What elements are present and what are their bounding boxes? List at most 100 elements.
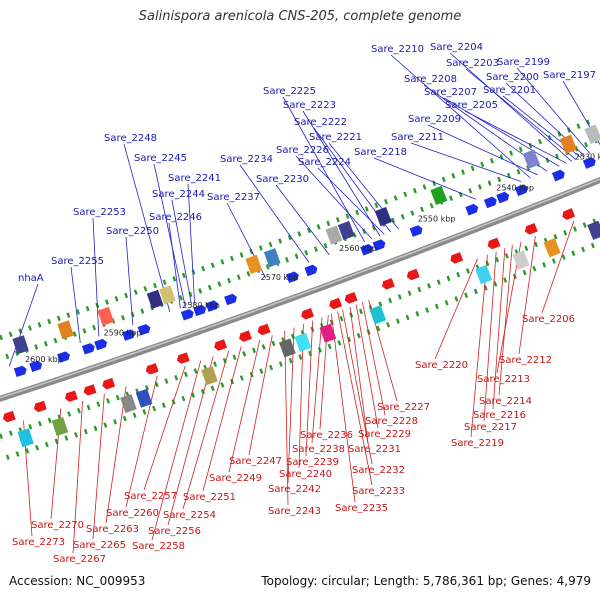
gene-arrow — [514, 184, 528, 197]
leader-line — [305, 320, 314, 457]
leader-line — [342, 309, 373, 465]
guide-dot — [28, 424, 33, 430]
gene-label: Sare_2207 — [424, 87, 477, 98]
gene-box — [559, 134, 577, 154]
guide-dot — [191, 269, 196, 275]
guide-dot — [532, 265, 537, 272]
guide-dot — [261, 344, 266, 350]
gene-label: Sare_2221 — [309, 132, 362, 143]
tick-dots-layer — [0, 119, 598, 460]
gene-arrow — [13, 365, 27, 378]
guide-dot — [130, 311, 135, 318]
guide-dot — [586, 119, 591, 126]
gene-arrow — [176, 352, 190, 364]
guide-dot — [384, 198, 388, 205]
guide-dot — [43, 340, 48, 347]
guide-dot — [542, 262, 547, 268]
gene-label: Sare_2211 — [391, 132, 444, 143]
leader-line — [295, 155, 373, 240]
guide-dot — [113, 419, 118, 425]
guide-dot — [526, 165, 531, 171]
gene-arrow — [239, 330, 252, 342]
guide-dot — [378, 301, 383, 307]
gene-arrow — [205, 300, 219, 312]
guide-dot — [461, 169, 465, 175]
gene-label: Sare_2255 — [51, 256, 104, 267]
gene-arrow — [57, 351, 70, 363]
leader-line — [337, 311, 373, 486]
guide-dot — [376, 325, 381, 332]
guide-dot — [47, 318, 52, 325]
leader-line — [470, 254, 488, 438]
gene-label: Sare_2251 — [183, 492, 236, 503]
guide-dot — [35, 444, 40, 451]
gene-label: Sare_2213 — [477, 374, 530, 385]
guide-dot — [337, 340, 342, 346]
guide-dot — [44, 441, 49, 448]
leader-line — [311, 317, 323, 444]
guide-dot — [210, 262, 215, 269]
guide-dot — [386, 322, 391, 328]
gene-box — [325, 225, 343, 245]
leader-line — [302, 110, 381, 237]
leader-line — [498, 245, 513, 396]
guide-dot — [114, 296, 119, 302]
guide-dot — [278, 361, 283, 367]
guide-dot — [82, 328, 87, 334]
gene-label: Sare_2227 — [377, 402, 430, 413]
gene-arrow — [224, 293, 237, 306]
leader-line — [248, 335, 273, 456]
gene-box — [374, 206, 392, 227]
guide-dot — [239, 375, 244, 381]
topology-label: Topology: circular; Length: 5,786,361 bp… — [261, 574, 591, 588]
page-title: Salinispora arenicola CNS-205, complete … — [138, 9, 462, 24]
gene-box — [57, 320, 74, 340]
guide-dot — [417, 286, 422, 293]
guide-dot — [230, 255, 234, 262]
gene-label: Sare_2222 — [294, 117, 347, 128]
guide-dot — [92, 324, 97, 331]
guide-dot — [516, 169, 521, 175]
leader-line — [349, 306, 369, 444]
gene-arrow — [94, 338, 108, 351]
guide-dot — [258, 245, 263, 251]
guide-dot — [326, 220, 331, 227]
gene-box — [369, 305, 387, 325]
leader-line — [70, 266, 81, 343]
gene-label: Sare_2206 — [522, 314, 575, 325]
gene-arrow — [372, 239, 386, 251]
guide-dot — [294, 253, 299, 260]
gene-label: Sare_2250 — [106, 226, 159, 237]
leader-line — [410, 142, 522, 182]
gene-label: Sare_2205 — [445, 100, 498, 111]
guide-dot — [5, 353, 10, 360]
gene-layer — [2, 124, 600, 448]
guide-dot — [210, 385, 215, 392]
leader-line — [168, 222, 181, 309]
guide-dot — [103, 422, 108, 428]
gene-label: Sare_2246 — [149, 212, 202, 223]
gene-label: Sare_2254 — [163, 510, 216, 521]
leader-line — [123, 143, 171, 313]
guide-dot — [480, 161, 485, 168]
kbp-label: 2550 kbp — [418, 214, 456, 223]
guide-dot — [34, 344, 39, 350]
gene-arrow — [465, 203, 479, 216]
gene-label: Sare_2216 — [473, 410, 526, 421]
guide-dot — [72, 331, 77, 337]
guide-dot — [25, 448, 30, 454]
gene-label: Sare_2203 — [446, 58, 499, 69]
gene-arrow — [193, 304, 207, 317]
gene-label: Sare_2234 — [220, 154, 273, 165]
guide-dot — [434, 303, 439, 310]
guide-dot — [8, 430, 13, 436]
gene-box — [337, 220, 355, 241]
guide-dot — [561, 254, 566, 260]
gene-label: Sare_2204 — [430, 42, 483, 53]
guide-dot — [0, 433, 4, 440]
guide-dot — [181, 272, 186, 279]
gene-arrow — [214, 339, 228, 351]
gene-label: Sare_2257 — [124, 491, 177, 502]
guide-dot — [278, 238, 283, 244]
